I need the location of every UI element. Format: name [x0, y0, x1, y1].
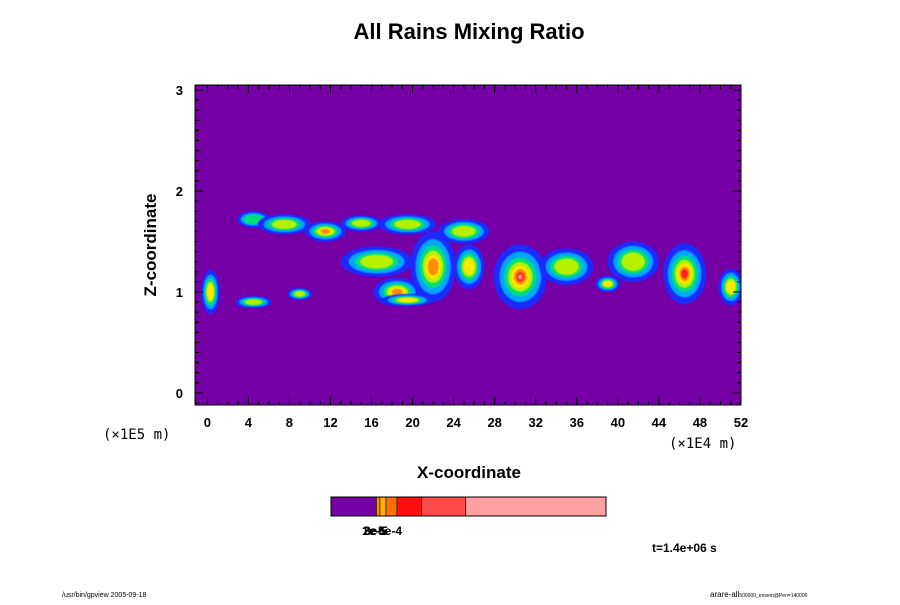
x-tick-label: 4 [245, 415, 253, 430]
x-tick-label: 12 [323, 415, 337, 430]
x-tick-label: 8 [286, 415, 293, 430]
rain-band [663, 243, 707, 305]
x-tick-label: 0 [204, 415, 211, 430]
rain-band [201, 269, 220, 315]
y-tick-label: 2 [176, 184, 183, 199]
rain-band [287, 287, 312, 301]
rain-contour [243, 214, 264, 225]
rain-contour [320, 228, 331, 234]
rain-contour [272, 219, 297, 229]
colorbar-frame [330, 496, 607, 517]
rain-band [453, 244, 485, 289]
rain-contour [398, 297, 417, 303]
colorbar-label-3: 3e-5 [364, 524, 388, 538]
rain-band [381, 293, 434, 307]
x-tick-label: 32 [529, 415, 543, 430]
y-tick-label: 3 [176, 83, 183, 98]
colorbar-segment [421, 496, 467, 517]
rain-contour [394, 219, 421, 229]
footer-right: arare-all500000_ensem@Pen=140000 [710, 590, 808, 599]
rain-band [607, 241, 659, 282]
footer-right-sub: 500000_ensem@Pen=140000 [739, 593, 807, 599]
rain-contour [245, 299, 262, 305]
colorbar-label-2: 2e-5 [363, 524, 387, 538]
rain-contour [621, 252, 646, 271]
rain-band [340, 215, 382, 232]
chart-title: All Rains Mixing Ratio [353, 19, 584, 44]
x-tick-label: 44 [652, 415, 667, 430]
x-tick-label: 24 [446, 415, 461, 430]
rain-contour [726, 280, 735, 294]
colorbar-segment [330, 496, 377, 517]
x-tick-label: 48 [693, 415, 707, 430]
footer-right-main: arare-all [710, 590, 740, 599]
x-axis-label: X-coordinate [417, 463, 521, 482]
rain-contour [452, 225, 476, 237]
rain-contour [603, 281, 612, 287]
y-ticks: 0 1 2 3 [176, 83, 741, 404]
rain-contour [518, 274, 523, 280]
rain-band [493, 244, 548, 310]
rain-band [539, 248, 594, 285]
rain-band [438, 219, 490, 244]
rain-contour [360, 254, 394, 269]
rain-band [718, 268, 741, 306]
time-label: t=1.4e+06 s [652, 541, 717, 555]
y-axis-label: Z-coordinate [141, 194, 160, 297]
rain-band [340, 246, 413, 277]
rain-contour [427, 258, 439, 276]
rain-contour [207, 284, 214, 300]
plot-frame [194, 84, 742, 406]
rain-contour [351, 219, 371, 228]
rain-band [257, 214, 311, 235]
footer-left: /usr/bin/gpview 2005-09-18 [62, 592, 147, 599]
colorbar [330, 496, 607, 517]
x-tick-label: 36 [570, 415, 584, 430]
y-tick-label: 0 [176, 386, 183, 401]
rain-contour [391, 288, 403, 296]
colorbar-segment [465, 496, 607, 517]
x-tick-label: 52 [734, 415, 748, 430]
rain-contour [294, 291, 306, 297]
rain-band [235, 295, 272, 309]
rain-contour [681, 269, 688, 279]
colorbar-segment [385, 496, 398, 517]
colorbar-segment [376, 496, 381, 517]
colorbar-segment [379, 496, 387, 517]
rain-band [378, 214, 437, 235]
x-ticks: 0 4 8 12 16 20 24 28 32 36 40 44 48 52 [204, 85, 748, 430]
colorbar-label-1: 1e-5 [362, 524, 386, 538]
colorbar-label-4: 5e-4 [378, 524, 402, 538]
rain-band [410, 231, 456, 303]
rain-contour [554, 258, 579, 276]
x-tick-label: 16 [364, 415, 378, 430]
x-tick-label: 20 [405, 415, 419, 430]
colorbar-segment [396, 496, 423, 517]
rain-field [201, 211, 741, 315]
y-unit-label: (×1E5 m) [103, 427, 170, 443]
x-tick-label: 40 [611, 415, 625, 430]
x-tick-label: 28 [487, 415, 501, 430]
x-unit-label: (×1E4 m) [669, 436, 736, 452]
y-tick-label: 1 [176, 285, 183, 300]
rain-band [595, 275, 620, 292]
rain-band [304, 221, 346, 242]
rain-contour [463, 259, 475, 275]
